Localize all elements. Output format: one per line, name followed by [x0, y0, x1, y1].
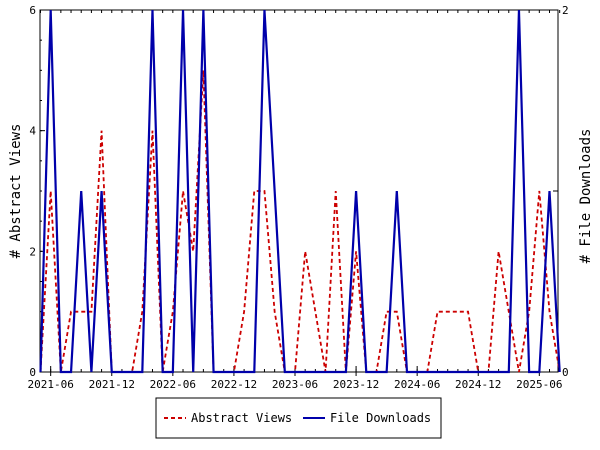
series-layer [39, 9, 561, 374]
y-right-tick-label: 0 [562, 366, 569, 379]
legend-box [155, 397, 442, 439]
y-left-tick-label: 0 [29, 366, 36, 379]
x-tick-label: 2024-12 [455, 378, 501, 391]
y-left-tick-label: 4 [29, 125, 36, 138]
y-axis-right-title: # File Downloads [578, 129, 594, 264]
x-tick-label: 2022-12 [211, 378, 257, 391]
y-axis-left-title: # Abstract Views [8, 124, 24, 259]
x-tick-label: 2021-12 [89, 378, 135, 391]
x-tick-label: 2021-06 [28, 378, 74, 391]
x-tick-label: 2024-06 [394, 378, 440, 391]
x-tick-label: 2025-06 [516, 378, 562, 391]
y-left-tick-label: 6 [29, 4, 36, 17]
x-tick-label: 2023-06 [272, 378, 318, 391]
series-line-file-downloads [39, 9, 561, 374]
legend-label-file-downloads: File Downloads [330, 411, 431, 425]
plot-area [39, 9, 559, 373]
x-tick-label: 2022-06 [150, 378, 196, 391]
y-left-tick-label: 2 [29, 245, 36, 258]
x-tick-label: 2023-12 [333, 378, 379, 391]
legend: Abstract Views File Downloads [155, 397, 442, 439]
legend-label-abstract-views: Abstract Views [191, 411, 292, 425]
y-right-tick-label: 2 [562, 4, 569, 17]
